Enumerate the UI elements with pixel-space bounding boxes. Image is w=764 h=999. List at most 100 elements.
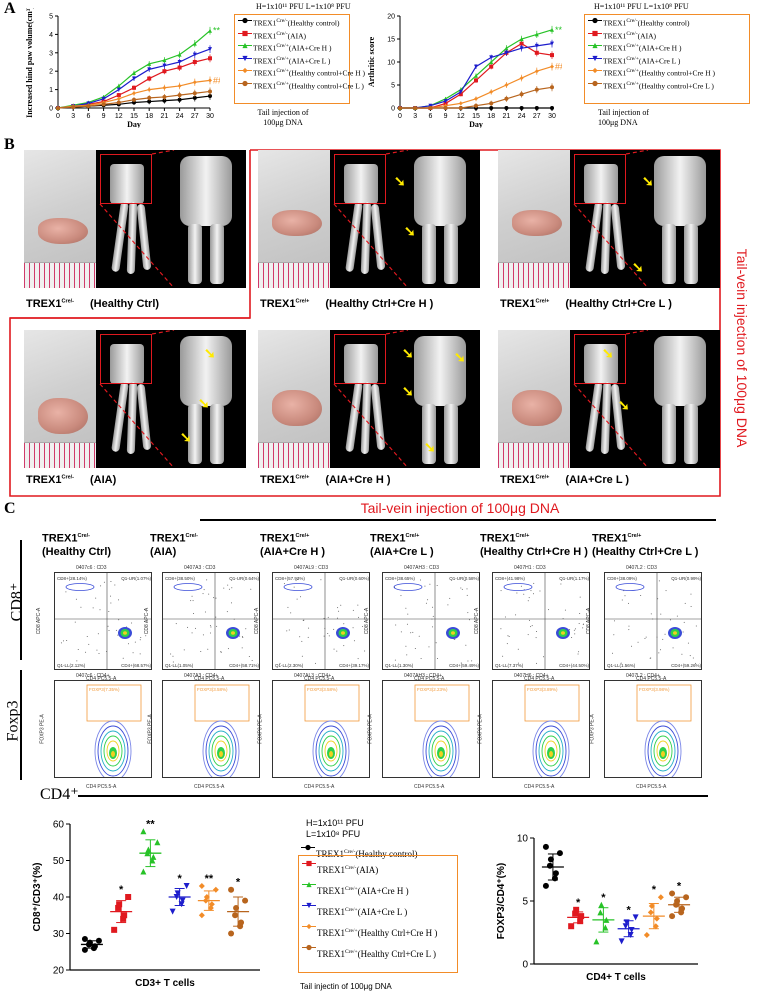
event-dot: [527, 600, 529, 602]
event-dot: [542, 656, 544, 658]
data-point: [228, 930, 235, 937]
genotype-superscript: Cre/-: [345, 865, 357, 871]
data-point: [534, 87, 539, 92]
data-point: [632, 914, 639, 921]
legend-c-l: L=1x10⁸ PFU: [306, 829, 361, 839]
data-point: [443, 101, 448, 106]
event-dot: [436, 657, 438, 659]
data-point: [546, 862, 553, 869]
quadrant-label: CD8+(38.50%): [165, 576, 195, 581]
data-point: [101, 96, 106, 101]
event-dot: [324, 627, 326, 629]
legend-marker: [306, 860, 312, 867]
pfu-note-right: H=1x10¹¹ PFU L=1x10⁸ PFU: [594, 2, 689, 11]
legend-label: TREX1Cre/-(Healthy control): [316, 849, 418, 859]
bone-zoom-shape: [662, 404, 676, 464]
event-dot: [657, 598, 659, 600]
roi-box: [334, 334, 386, 384]
event-dot: [628, 629, 630, 631]
yellow-arrow-icon: ➘: [602, 345, 614, 361]
flow-plot-header: 0407AL9 : CD3: [294, 565, 329, 571]
legend-marker: [242, 30, 248, 36]
genotype-superscript: Cre/-: [276, 30, 288, 37]
legend-marker-icon: [302, 902, 316, 909]
event-dot: [429, 583, 431, 585]
legend-marker-icon: [238, 42, 252, 49]
event-dot: [658, 580, 660, 582]
event-dot: [405, 645, 407, 647]
paw-photo: [498, 330, 570, 468]
data-point: [652, 923, 659, 930]
zoom-guide-lines: [333, 330, 409, 468]
bone-zoom-shape: [414, 156, 466, 226]
density-contour: [103, 735, 123, 767]
genotype-superscript: Cre/+: [515, 533, 530, 539]
data-point: [177, 83, 182, 88]
bone-zoom-shape: [684, 404, 698, 464]
tile-condition: (AIA+Cre L ): [565, 474, 630, 486]
genotype-superscript: Cre/+: [295, 533, 310, 539]
event-dot: [656, 636, 658, 638]
x-tick-label: 3: [413, 113, 417, 120]
event-dot: [343, 645, 345, 647]
genotype-superscript: Cre/+: [405, 533, 420, 539]
row-label-cd8: CD8⁺: [8, 582, 26, 622]
bone-zoom-shape: [422, 404, 436, 464]
legend-marker: [242, 17, 248, 24]
cd4-population-peak: [561, 631, 565, 635]
data-point: [177, 93, 182, 98]
event-dot: [213, 597, 215, 599]
x-tick-label: 9: [102, 113, 106, 120]
flow-group-condition: (Healthy Ctrl+Cre L ): [592, 545, 699, 558]
data-point: [428, 106, 433, 110]
data-point: [489, 89, 494, 94]
flow-group-genotype: TREX1Cre/+: [592, 532, 642, 545]
x-axis-title: Day: [469, 120, 483, 128]
foxp3-cd4-plot: FOXP3(3.58%): [162, 680, 260, 778]
event-dot: [248, 656, 250, 658]
event-dot: [530, 590, 532, 592]
legend-item: TREX1Cre/+(AIA+Cre H ): [587, 41, 747, 54]
event-dot: [110, 595, 112, 597]
data-point: [593, 938, 600, 945]
data-point: [198, 883, 205, 890]
density-peak: [329, 751, 333, 757]
paw-image-tile: [498, 330, 720, 468]
cd4-population-peak: [451, 631, 455, 635]
legend-marker-icon: [302, 944, 316, 951]
event-dot: [76, 660, 78, 662]
event-dot: [301, 655, 303, 657]
event-dot: [500, 628, 502, 630]
event-dot: [239, 635, 241, 637]
paw-photo: [258, 330, 330, 468]
yellow-arrow-icon: ➘: [404, 223, 416, 239]
quadrant-label: CD8+(41.98%): [495, 576, 525, 581]
legend-marker-icon: [588, 17, 602, 24]
flow-group-condition: (AIA+Cre L ): [370, 545, 434, 558]
density-contour: [202, 720, 240, 777]
y-tick-label: 5: [49, 14, 53, 21]
event-dot: [110, 580, 112, 582]
event-dot: [631, 645, 633, 647]
event-dot: [60, 578, 62, 580]
flow-x-axis-label: CD4 PC5.5-A: [414, 676, 445, 682]
event-dot: [144, 609, 146, 611]
event-dot: [209, 625, 211, 627]
event-dot: [407, 613, 409, 615]
density-peak: [111, 751, 115, 757]
event-dot: [412, 631, 414, 633]
quadrant-label: Q1-LL(2.30%): [275, 663, 304, 668]
event-dot: [283, 583, 285, 585]
quadrant-label: Q1-UR(1.07%): [121, 576, 151, 581]
paw-photo: [24, 150, 96, 288]
legend-marker-wrap: [301, 943, 317, 952]
data-point: [489, 106, 494, 110]
legend-marker: [306, 923, 312, 930]
genotype-superscript: Cre/-: [626, 30, 638, 37]
genotype-superscript: Cre/+: [535, 474, 550, 481]
event-dot: [420, 657, 422, 659]
legend-label: TREX1Cre/-(Healthy control): [253, 18, 340, 28]
yellow-arrow-icon: ➘: [618, 397, 630, 413]
data-point: [192, 80, 197, 85]
